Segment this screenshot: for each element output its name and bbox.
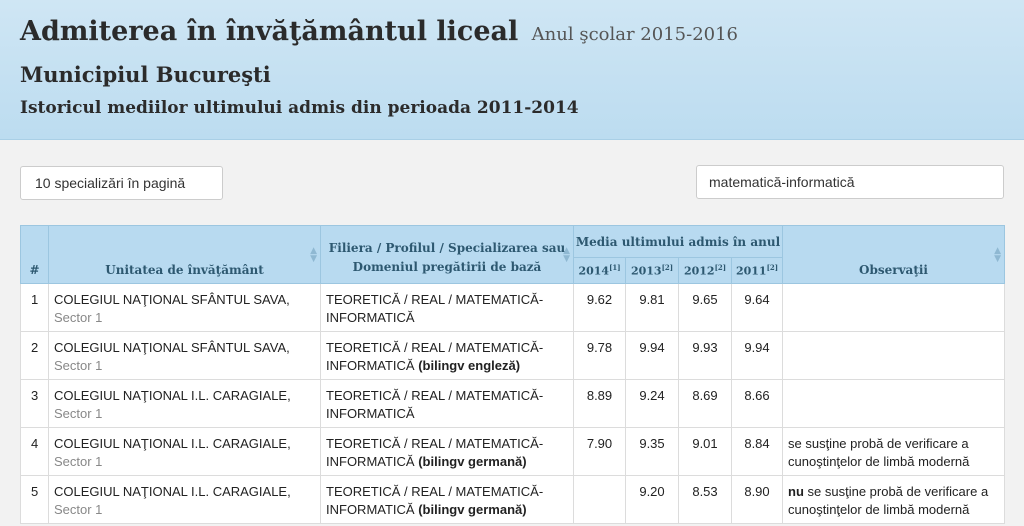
score-2013: 9.24 [625,379,679,428]
row-number: 4 [20,427,49,476]
observations-cell: nu se susţine probă de verificare a cunoş… [782,475,1005,524]
school-name: COLEGIUL NAŢIONAL SFÂNTUL SAVA, [54,292,290,307]
specialization-cell: TEORETICĂ / REAL / MATEMATICĂ- INFORMATIC… [320,379,574,428]
score-2012: 8.69 [678,379,732,428]
col-header-year[interactable]: 2012[2] [678,257,732,284]
table-row: 5 COLEGIUL NAŢIONAL I.L. CARAGIALE, Sector… [20,475,1005,524]
specialization-extra: (bilingv germană) [418,502,527,517]
school-name: COLEGIUL NAŢIONAL SFÂNTUL SAVA, [54,340,290,355]
table-row: 2 COLEGIUL NAŢIONAL SFÂNTUL SAVA, Sector 1… [20,331,1005,380]
score-2014: 7.90 [573,427,626,476]
score-2012: 9.01 [678,427,732,476]
page-header: Admiterea în învăţământul liceal Anul şc… [0,0,1024,140]
observations-cell [782,379,1005,428]
row-number: 1 [20,283,49,332]
score-2012: 8.53 [678,475,732,524]
col-header-num[interactable]: # [20,225,49,284]
school-cell: COLEGIUL NAŢIONAL SFÂNTUL SAVA, Sector 1 [48,331,321,380]
score-2011: 8.66 [731,379,783,428]
school-year: Anul şcolar 2015-2016 [531,24,739,45]
observations-cell [782,331,1005,380]
score-2013: 9.94 [625,331,679,380]
score-2014: 9.78 [573,331,626,380]
score-2014 [573,475,626,524]
score-2012: 9.93 [678,331,732,380]
table-row: 4 COLEGIUL NAŢIONAL I.L. CARAGIALE, Sector… [20,427,1005,476]
school-cell: COLEGIUL NAŢIONAL I.L. CARAGIALE, Sector … [48,427,321,476]
school-sector: Sector 1 [54,310,103,325]
school-sector: Sector 1 [54,358,103,373]
school-name: COLEGIUL NAŢIONAL I.L. CARAGIALE, [54,436,291,451]
row-number: 2 [20,331,49,380]
sort-icon: ▲ ▼ [563,245,570,264]
page-subtitle: Istoricul mediilor ultimului admis din p… [20,98,579,118]
page-length-select[interactable]: 10 specializări în pagină [20,166,223,200]
score-2013: 9.35 [625,427,679,476]
specialization-extra: (bilingv germană) [418,454,527,469]
score-2011: 9.94 [731,331,783,380]
col-header-spec[interactable]: Filiera / Profilul / Specializarea sau Do… [320,225,574,284]
specialization-cell: TEORETICĂ / REAL / MATEMATICĂ- INFORMATIC… [320,475,574,524]
col-header-obs[interactable]: Observaţii ▲ ▼ [782,225,1005,284]
score-2013: 9.81 [625,283,679,332]
specialization-cell: TEORETICĂ / REAL / MATEMATICĂ- INFORMATIC… [320,331,574,380]
score-2014: 8.89 [573,379,626,428]
score-2012: 9.65 [678,283,732,332]
col-header-unit[interactable]: Unitatea de învăţământ ▲ ▼ [48,225,321,284]
specialization-cell: TEORETICĂ / REAL / MATEMATICĂ- INFORMATIC… [320,427,574,476]
school-cell: COLEGIUL NAŢIONAL I.L. CARAGIALE, Sector … [48,475,321,524]
row-number: 5 [20,475,49,524]
results-table: # Unitatea de învăţământ ▲ ▼ Filiera / Pro… [20,225,1005,524]
search-input[interactable] [696,165,1004,199]
table-row: 1 COLEGIUL NAŢIONAL SFÂNTUL SAVA, Sector 1… [20,283,1005,332]
school-sector: Sector 1 [54,454,103,469]
table-row: 3 COLEGIUL NAŢIONAL I.L. CARAGIALE, Sector… [20,379,1005,428]
col-header-media: Media ultimului admis în anul [573,225,783,258]
sort-icon: ▲ ▼ [994,245,1001,264]
school-name: COLEGIUL NAŢIONAL I.L. CARAGIALE, [54,388,291,403]
score-2014: 9.62 [573,283,626,332]
col-header-year[interactable]: 2014[1] [573,257,626,284]
obs-emphasis: nu [788,484,804,499]
specialization-cell: TEORETICĂ / REAL / MATEMATICĂ- INFORMATIC… [320,283,574,332]
school-name: COLEGIUL NAŢIONAL I.L. CARAGIALE, [54,484,291,499]
score-2011: 8.90 [731,475,783,524]
school-cell: COLEGIUL NAŢIONAL I.L. CARAGIALE, Sector … [48,379,321,428]
observations-cell [782,283,1005,332]
score-2013: 9.20 [625,475,679,524]
col-header-year[interactable]: 2013[2] [625,257,679,284]
score-2011: 9.64 [731,283,783,332]
page-title: Admiterea în învăţământul liceal Anul şc… [20,16,738,47]
specialization-extra: (bilingv engleză) [418,358,521,373]
sort-icon: ▲ ▼ [310,245,317,264]
col-header-year[interactable]: 2011[2] [731,257,783,284]
city-name: Municipiul Bucureşti [20,62,271,87]
row-number: 3 [20,379,49,428]
school-sector: Sector 1 [54,502,103,517]
school-cell: COLEGIUL NAŢIONAL SFÂNTUL SAVA, Sector 1 [48,283,321,332]
observations-cell: se susţine probă de verificare a cunoştin… [782,427,1005,476]
score-2011: 8.84 [731,427,783,476]
title-text: Admiterea în învăţământul liceal [20,16,519,47]
school-sector: Sector 1 [54,406,103,421]
